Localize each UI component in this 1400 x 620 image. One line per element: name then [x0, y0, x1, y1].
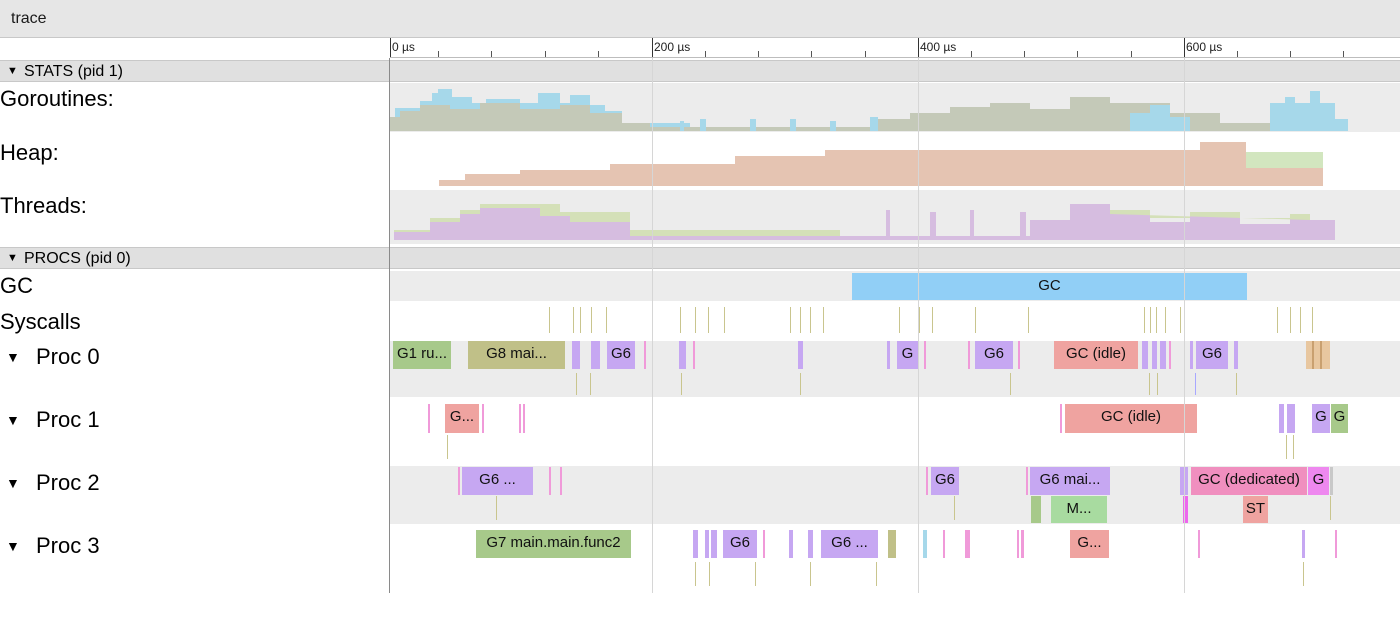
- gc-track[interactable]: GC: [390, 271, 1400, 301]
- stats-section-header[interactable]: ▼ STATS (pid 1): [0, 60, 1400, 82]
- proc-2-toggle-icon[interactable]: ▼: [6, 475, 20, 491]
- heap-row-label: Heap:: [0, 140, 59, 165]
- goroutine-slice[interactable]: G6: [1196, 341, 1228, 369]
- proc-3-toggle-icon[interactable]: ▼: [6, 538, 20, 554]
- goroutine-slice[interactable]: G1 ru...: [393, 341, 451, 369]
- goroutine-slice[interactable]: G6: [723, 530, 757, 558]
- gc-idle-slice[interactable]: GC (idle): [1065, 404, 1197, 433]
- threads-track[interactable]: [390, 190, 1400, 244]
- goroutine-slice[interactable]: G...: [445, 404, 479, 433]
- track-label-divider[interactable]: [389, 58, 390, 593]
- syscalls-track[interactable]: [390, 303, 1400, 339]
- goroutine-slice[interactable]: G8 mai...: [468, 341, 565, 369]
- proc-2-label: Proc 2: [36, 470, 100, 495]
- ruler-major-tick: [652, 38, 653, 57]
- grid-line: [652, 58, 653, 593]
- goroutine-slice[interactable]: G: [1312, 404, 1330, 433]
- procs-section-label: PROCS (pid 0): [24, 250, 131, 267]
- heap-counter-chart: [439, 142, 1323, 186]
- ruler-major-tick: [390, 38, 391, 57]
- proc-0-label: Proc 0: [36, 344, 100, 369]
- gc-idle-slice[interactable]: GC (idle): [1054, 341, 1138, 369]
- gc-row-label: GC: [0, 273, 33, 298]
- goroutine-slice[interactable]: M...: [1051, 496, 1107, 523]
- proc-1-track[interactable]: G... GC (idle) G G: [390, 403, 1400, 465]
- goroutine-slice[interactable]: G...: [1070, 530, 1109, 558]
- goroutine-slice[interactable]: ST: [1243, 496, 1268, 523]
- gc-slice[interactable]: GC: [852, 273, 1247, 300]
- goroutine-slice[interactable]: G6: [931, 467, 959, 495]
- proc-1-label: Proc 1: [36, 407, 100, 432]
- grid-line: [1184, 58, 1185, 593]
- syscalls-row-label: Syscalls: [0, 309, 81, 334]
- collapse-triangle-icon[interactable]: ▼: [7, 252, 18, 264]
- window-title: trace: [11, 10, 47, 27]
- syscall-ticks: [549, 307, 1313, 333]
- ruler-major-tick: [1184, 38, 1185, 57]
- gc-dedicated-slice[interactable]: GC (dedicated): [1191, 467, 1307, 495]
- goroutine-slice[interactable]: G: [1331, 404, 1348, 433]
- proc-0-toggle-icon[interactable]: ▼: [6, 349, 20, 365]
- proc-3-track[interactable]: G7 main.main.func2 G6 G6 ... G...: [390, 526, 1400, 593]
- time-ruler[interactable]: 0 µs 200 µs 400 µs 600 µs: [390, 38, 1400, 58]
- goroutine-slice[interactable]: G6: [607, 341, 635, 369]
- ruler-label-400: 400 µs: [920, 40, 957, 54]
- goroutines-counter-chart: [390, 89, 1348, 131]
- ruler-label-0: 0 µs: [392, 40, 415, 54]
- goroutine-slice[interactable]: G6: [975, 341, 1013, 369]
- ruler-label-200: 200 µs: [654, 40, 691, 54]
- goroutine-slice[interactable]: G6 mai...: [1030, 467, 1110, 495]
- heap-track[interactable]: [390, 134, 1400, 188]
- goroutine-slice[interactable]: G6 ...: [462, 467, 533, 495]
- proc-1-toggle-icon[interactable]: ▼: [6, 412, 20, 428]
- goroutines-row-label: Goroutines:: [0, 86, 114, 111]
- stats-section-label: STATS (pid 1): [24, 63, 123, 80]
- collapse-triangle-icon[interactable]: ▼: [7, 65, 18, 77]
- grid-line: [918, 58, 919, 593]
- ruler-label-600: 600 µs: [1186, 40, 1223, 54]
- goroutine-slice[interactable]: G: [1308, 467, 1329, 495]
- goroutines-track[interactable]: [390, 83, 1400, 132]
- window-title-bar: trace: [0, 0, 1400, 38]
- goroutine-slice[interactable]: G7 main.main.func2: [476, 530, 631, 558]
- threads-counter-chart: [394, 204, 1335, 240]
- proc-3-label: Proc 3: [36, 533, 100, 558]
- goroutine-slice[interactable]: G: [897, 341, 918, 369]
- proc-2-track[interactable]: G6 ... G6 G6 mai... GC (dedicated) G M..…: [390, 466, 1400, 524]
- procs-section-header[interactable]: ▼ PROCS (pid 0): [0, 247, 1400, 269]
- goroutine-slice[interactable]: G6 ...: [821, 530, 878, 558]
- proc-0-track[interactable]: G1 ru... G8 mai... G6 G G6 GC (idle) G6: [390, 341, 1400, 397]
- ruler-major-tick: [918, 38, 919, 57]
- threads-row-label: Threads:: [0, 193, 87, 218]
